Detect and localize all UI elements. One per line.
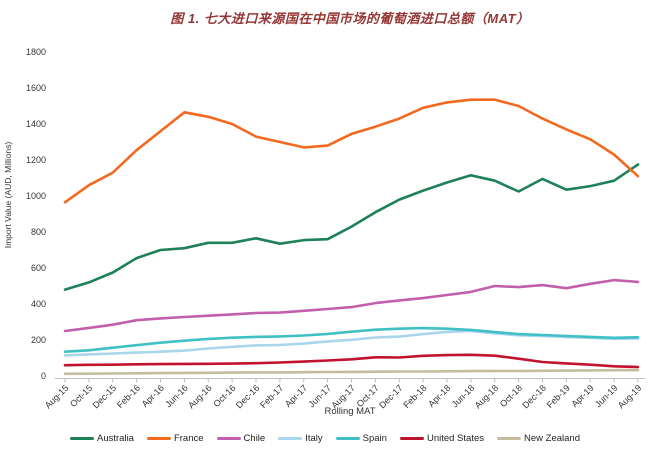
series-line-spain [63, 326, 640, 354]
y-tick-label: 800 [31, 227, 46, 237]
y-tick-label: 400 [31, 299, 46, 309]
series-line-chile [63, 278, 640, 333]
legend-swatch [70, 437, 94, 440]
legend-label: Spain [362, 433, 387, 444]
legend-label: France [173, 433, 204, 444]
y-tick-label: 1200 [26, 155, 46, 165]
y-tick-label: 1000 [26, 191, 46, 201]
y-tick-label: 1800 [26, 47, 46, 57]
legend-swatch [497, 437, 521, 440]
legend-label: Australia [97, 433, 134, 444]
y-tick-label: 1400 [26, 119, 46, 129]
legend-label: United States [426, 433, 484, 444]
series-line-france [63, 98, 640, 204]
legend-label: Italy [305, 433, 323, 444]
chart-legend: Australia France Chile Italy Spain United Sta… [0, 433, 650, 444]
legend-swatch [216, 437, 241, 440]
legend-item-united-states: United States [399, 433, 484, 444]
legend-item-australia: Australia [70, 433, 134, 444]
chart-title: 图 1. 七大进口来源国在中国市场的葡萄酒进口总额（MAT） [170, 11, 530, 26]
legend-swatch [146, 437, 171, 440]
legend-item-spain: Spain [335, 433, 387, 444]
series-line-new-zealand [63, 368, 640, 376]
series-line-australia [63, 163, 640, 291]
y-tick-label: 200 [31, 335, 46, 345]
legend-label: New Zealand [524, 433, 580, 444]
legend-item-france: France [146, 433, 204, 444]
x-axis-title: Rolling MAT [324, 406, 376, 417]
legend-swatch [399, 437, 424, 440]
legend-item-chile: Chile [216, 433, 266, 444]
legend-label: Chile [243, 433, 266, 444]
series-line-united-states [63, 353, 640, 369]
legend-item-new-zealand: New Zealand [497, 433, 580, 444]
legend-swatch [335, 437, 360, 440]
legend-item-italy: Italy [278, 433, 323, 444]
y-tick-label: 600 [31, 263, 46, 273]
y-tick-label: 1600 [26, 83, 46, 93]
legend-swatch [278, 437, 303, 440]
y-tick-label: 0 [41, 371, 46, 381]
